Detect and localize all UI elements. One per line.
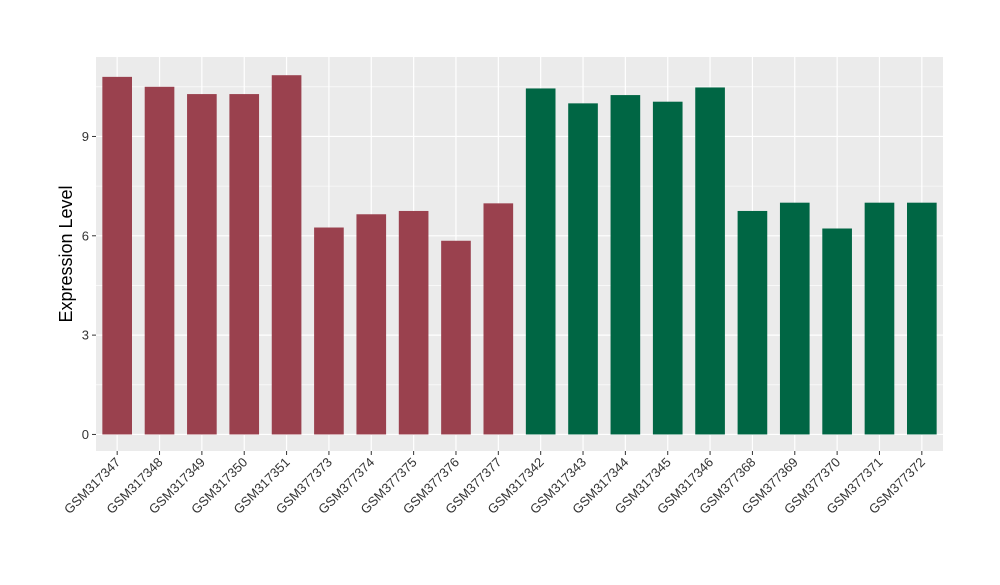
bar-GSM317342 [525,88,556,435]
y-tick-label: 6 [82,228,89,243]
bar-GSM377373 [314,227,344,435]
bar-GSM377376 [441,240,471,435]
bar-GSM317344 [610,95,641,435]
bar-GSM317345 [652,101,683,435]
bar-GSM377374 [356,214,387,435]
bar-GSM377377 [483,203,514,435]
y-axis: 0 3 6 9 [82,129,96,442]
bar-GSM317347 [102,76,132,435]
bar-GSM377369 [779,202,810,435]
bar-GSM377375 [398,210,429,435]
bar-GSM317349 [187,94,217,435]
y-tick-label: 9 [82,129,89,144]
x-axis: GSM317347GSM317348GSM317349GSM317350GSM3… [61,451,928,517]
bar-GSM377368 [737,210,768,435]
bar-GSM317351 [271,75,302,435]
bars [102,75,937,435]
bar-GSM377372 [907,202,937,435]
bar-GSM317348 [144,86,175,435]
y-axis-title: Expression Level [56,185,76,322]
bar-GSM317346 [695,87,725,435]
y-tick-label: 0 [82,427,89,442]
bar-GSM377370 [822,228,852,435]
bar-GSM317343 [568,103,598,435]
bar-GSM317350 [229,94,260,435]
bar-GSM377371 [864,202,895,435]
y-tick-label: 3 [82,328,89,343]
plot-panel [96,57,943,451]
